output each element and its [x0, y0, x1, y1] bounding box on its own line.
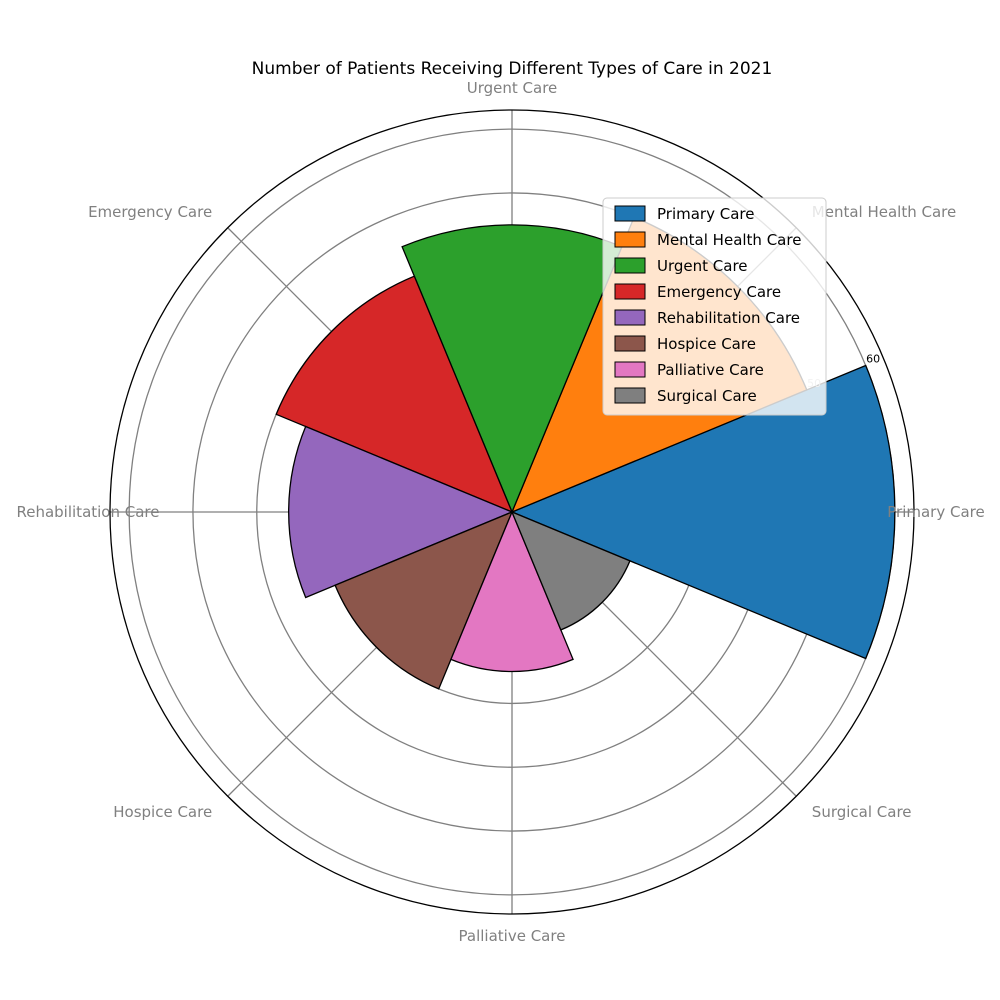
category-label: Hospice Care	[113, 803, 212, 821]
legend-swatch	[614, 283, 646, 300]
category-labels: Primary Care Mental Health Care Urgent Car…	[16, 79, 984, 945]
legend-entry: Emergency Care	[657, 283, 781, 301]
category-label: Mental Health Care	[812, 203, 956, 221]
category-label: Palliative Care	[459, 927, 566, 945]
bar-emergency-care	[275, 275, 514, 514]
legend-swatch	[614, 257, 646, 274]
bar-hospice-care	[334, 510, 514, 690]
polar-frame	[109, 109, 915, 915]
bar-surgical-care	[510, 510, 631, 631]
category-label: Rehabilitation Care	[16, 503, 159, 521]
legend-entry: Surgical Care	[657, 387, 757, 405]
category-label: Emergency Care	[88, 203, 212, 221]
category-label: Surgical Care	[812, 803, 912, 821]
legend-box	[602, 197, 827, 416]
legend-swatch	[614, 231, 646, 248]
legend-entry: Primary Care	[657, 205, 754, 223]
legend-entry: Mental Health Care	[657, 231, 801, 249]
legend-entry: Hospice Care	[657, 335, 756, 353]
legend-entry: Palliative Care	[657, 361, 764, 379]
category-label: Urgent Care	[467, 79, 558, 97]
chart-title: Number of Patients Receiving Different T…	[252, 59, 773, 79]
legend-swatch	[614, 309, 646, 326]
category-label: Primary Care	[887, 503, 984, 521]
bar-rehabilitation-care	[288, 425, 514, 599]
legend: Primary Care Mental Health Care Urgent Car…	[602, 197, 827, 416]
legend-swatch	[614, 335, 646, 352]
r-tick-label: 60	[866, 352, 880, 365]
bar-palliative-care	[450, 510, 574, 673]
legend-swatch	[614, 387, 646, 404]
legend-entry: Rehabilitation Care	[657, 309, 800, 327]
legend-swatch	[614, 205, 646, 222]
bar-primary-care	[510, 364, 896, 660]
legend-entry: Urgent Care	[657, 257, 748, 275]
bar-series	[275, 216, 896, 690]
legend-swatch	[614, 361, 646, 378]
